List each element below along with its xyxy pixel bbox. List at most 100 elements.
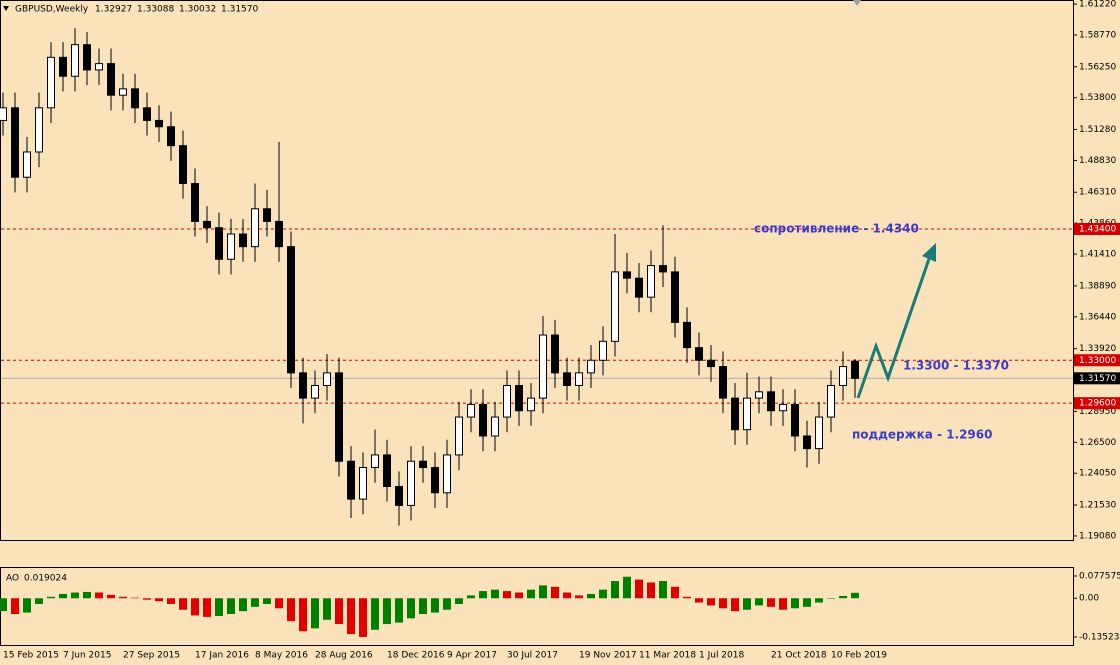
ao-value: 0.019024 xyxy=(24,574,67,584)
candle-body xyxy=(635,277,643,298)
ao-bar xyxy=(455,598,463,604)
ao-bar xyxy=(611,581,619,599)
ao-bar xyxy=(851,592,859,599)
candle-body xyxy=(107,63,115,96)
ao-bar xyxy=(0,598,7,612)
ao-bar xyxy=(827,598,835,599)
ao-bar xyxy=(623,576,631,599)
candle-body xyxy=(119,88,127,96)
ao-pane: 0.077575 0.00 -0.135232 xyxy=(0,572,1120,643)
candle-body xyxy=(587,359,595,374)
x-tick-label: 7 Jun 2015 xyxy=(63,651,111,661)
ao-bar xyxy=(647,582,655,599)
candle-body xyxy=(155,119,163,128)
ao-bar xyxy=(11,598,19,615)
ao-bar xyxy=(83,591,91,599)
ao-bar xyxy=(683,596,691,599)
candle-body xyxy=(767,391,775,412)
ao-bar xyxy=(215,598,223,617)
x-tick-label: 27 Sep 2015 xyxy=(123,651,180,661)
candle-body xyxy=(35,107,43,153)
target-zone-label: 1.3300 - 1.3370 xyxy=(903,359,1009,373)
candle-body xyxy=(347,460,355,500)
candle-body xyxy=(539,334,547,399)
price-marker-label: 1.43400 xyxy=(1079,224,1116,234)
y-tick-label: 0.00 xyxy=(1079,594,1099,604)
ao-bar xyxy=(143,598,151,600)
y-tick-label: 1.36440 xyxy=(1079,312,1116,322)
ao-bar xyxy=(779,598,787,610)
x-tick-label: 28 Aug 2016 xyxy=(315,651,373,661)
ao-bar xyxy=(275,598,283,609)
y-tick-label: 1.48830 xyxy=(1079,156,1116,166)
ao-bar xyxy=(707,598,715,606)
x-tick-label: 8 May 2016 xyxy=(255,651,308,661)
ao-bar xyxy=(563,592,571,599)
ao-bar xyxy=(719,598,727,609)
forecast-arrowhead xyxy=(922,243,936,262)
candle-body xyxy=(395,485,403,506)
ao-bar xyxy=(551,586,559,599)
candle-body xyxy=(431,467,439,494)
price-marker-label: 1.33000 xyxy=(1079,356,1116,366)
candle-body xyxy=(647,265,655,298)
candle-body xyxy=(659,265,667,273)
candle-body xyxy=(623,271,631,279)
x-tick-label: 1 Jul 2018 xyxy=(699,651,744,661)
candle-body xyxy=(551,334,559,374)
y-tick-label: 1.61220 xyxy=(1079,0,1116,10)
ao-bar xyxy=(335,598,343,625)
candle-body xyxy=(191,183,199,222)
shift-marker xyxy=(853,0,861,6)
y-tick-label: 1.41410 xyxy=(1079,250,1116,260)
ao-bar xyxy=(227,598,235,615)
candle-body xyxy=(251,208,259,248)
price-marker-label: 1.31570 xyxy=(1079,374,1116,384)
ao-bar xyxy=(695,598,703,603)
candle-body xyxy=(467,403,475,418)
candle-body xyxy=(683,321,691,349)
y-tick-label: 0.077575 xyxy=(1079,572,1120,582)
ao-name: AO xyxy=(6,574,19,584)
x-tick-label: 9 Apr 2017 xyxy=(447,651,497,661)
y-tick-label: 1.19080 xyxy=(1079,531,1116,541)
candle-body xyxy=(359,467,367,500)
ao-bar xyxy=(671,586,679,599)
ao-bar xyxy=(539,585,547,599)
candle-body xyxy=(275,220,283,248)
ao-bar xyxy=(23,598,31,613)
candle-body xyxy=(47,56,55,109)
ao-bar xyxy=(311,598,319,629)
candle-body xyxy=(287,246,295,374)
price-marker xyxy=(1074,222,1120,235)
ao-bar xyxy=(95,592,103,599)
candle-body xyxy=(791,403,799,437)
ao-bar xyxy=(431,598,439,613)
y-tick-label: 1.26500 xyxy=(1079,438,1116,448)
candle-body xyxy=(383,454,391,487)
candle-body xyxy=(443,454,451,494)
ao-bar xyxy=(35,598,43,604)
chart-title: GBPUSD,Weekly xyxy=(15,5,89,15)
ao-bar xyxy=(467,595,475,599)
ao-bar xyxy=(515,592,523,599)
x-tick-label: 18 Dec 2016 xyxy=(387,651,445,661)
candle-body xyxy=(719,366,727,399)
y-tick-label: 1.56250 xyxy=(1079,62,1116,72)
ohlc-open: 1.32927 xyxy=(95,5,132,15)
x-tick-label: 17 Jan 2016 xyxy=(195,651,249,661)
y-tick-label: 1.33920 xyxy=(1079,344,1116,354)
ao-bar xyxy=(371,598,379,630)
menu-triangle xyxy=(3,6,9,11)
ao-bar xyxy=(119,596,127,599)
ao-bar xyxy=(731,598,739,612)
ao-bar xyxy=(599,589,607,599)
candle-body xyxy=(179,145,187,185)
ohlc-low: 1.30032 xyxy=(179,5,216,15)
candle-body xyxy=(779,403,787,412)
y-tick-label: 1.53800 xyxy=(1079,93,1116,103)
x-tick-label: 10 Feb 2019 xyxy=(831,651,887,661)
candle-body xyxy=(671,271,679,323)
candle-body xyxy=(227,233,235,260)
